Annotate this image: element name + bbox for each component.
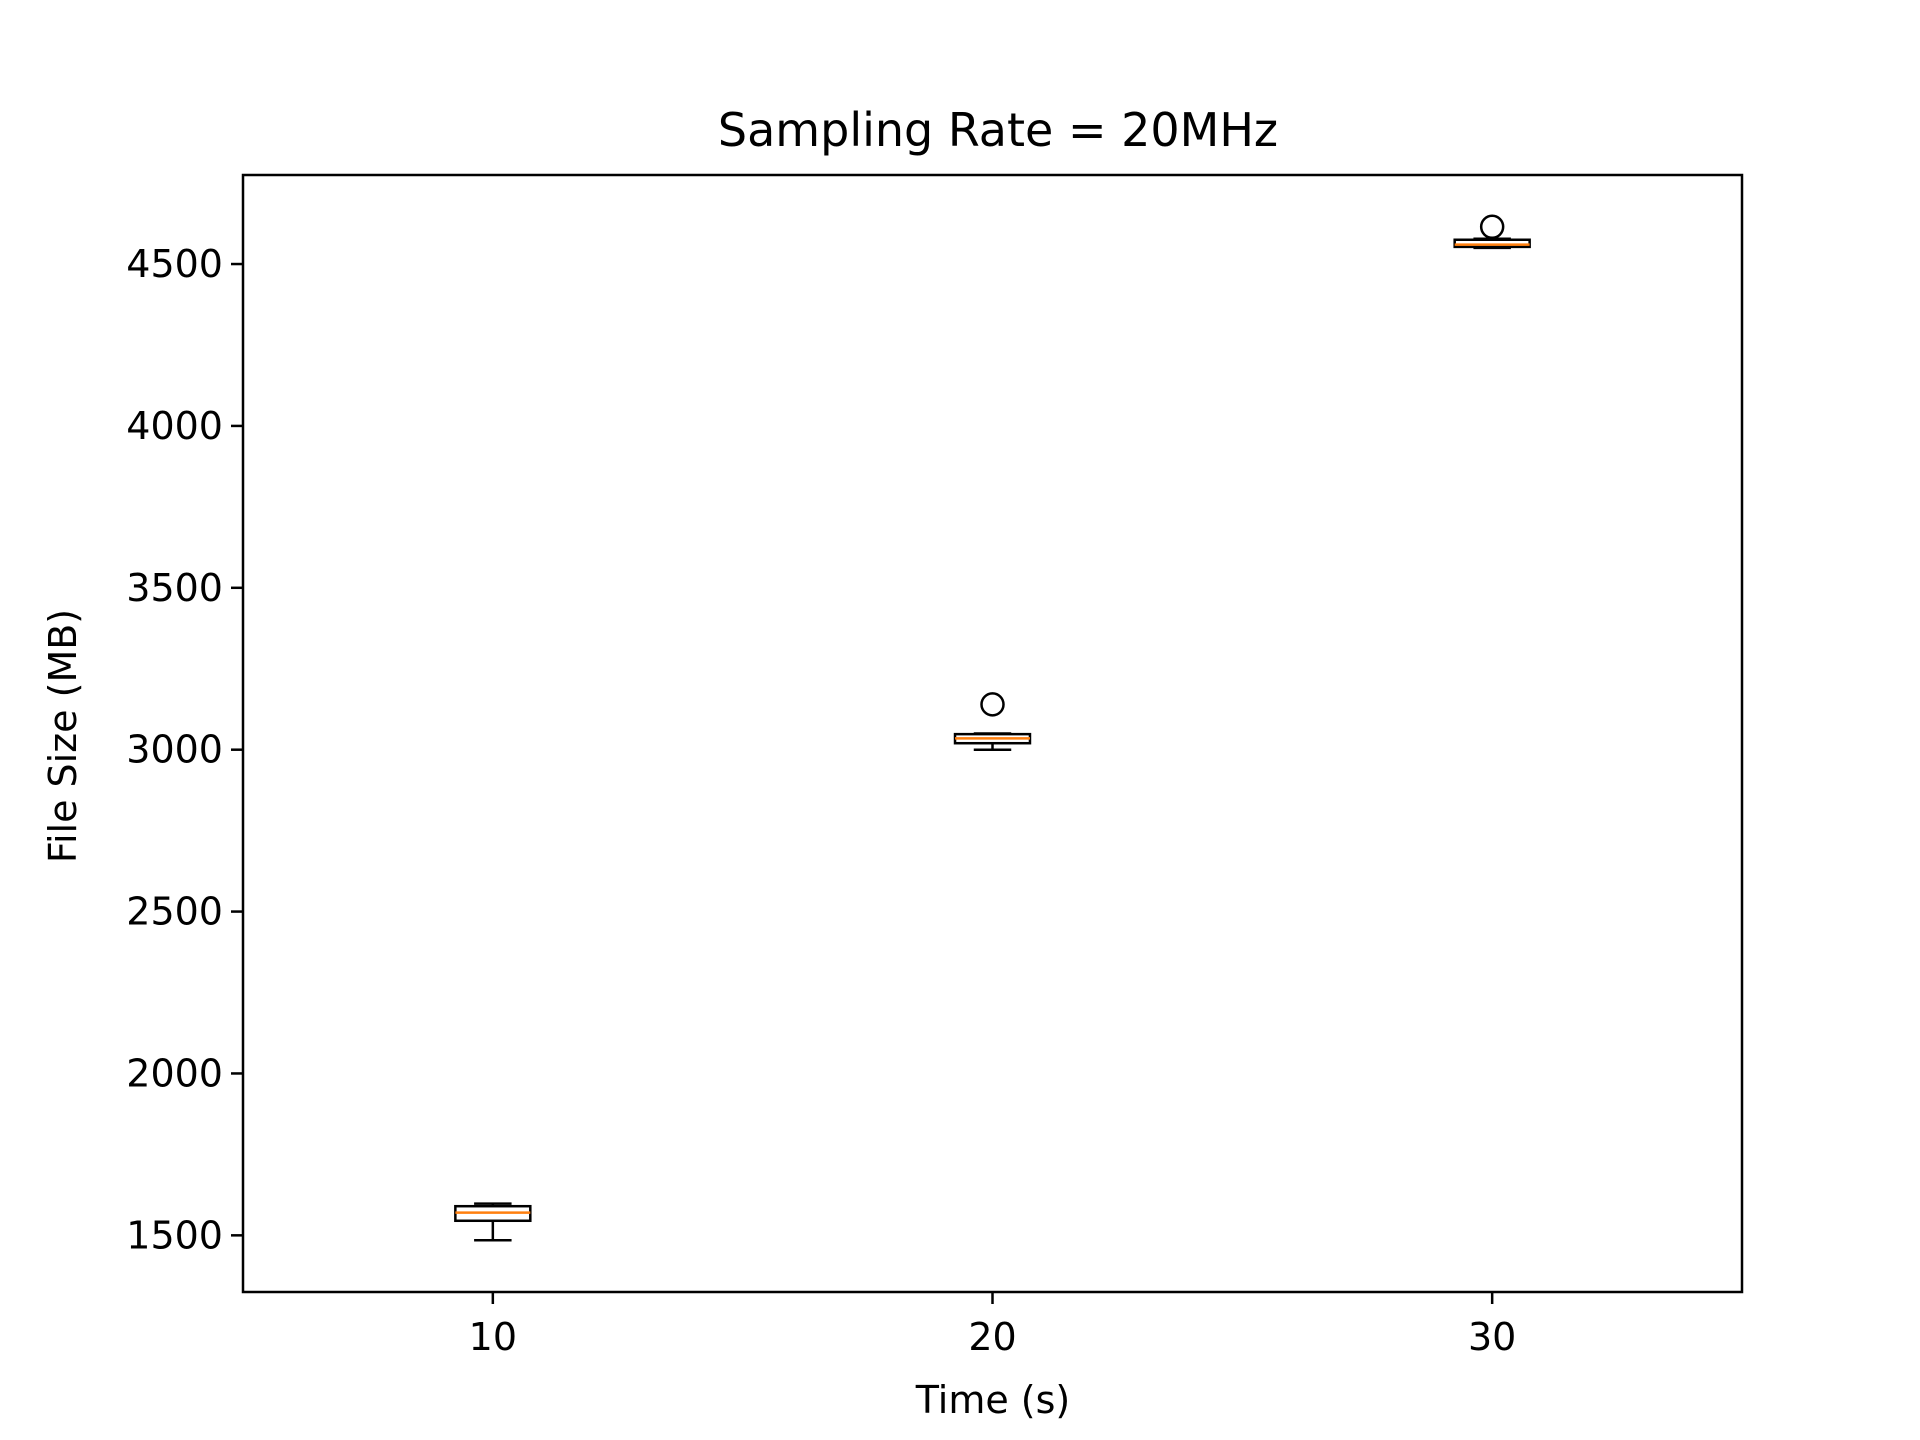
y-tick-label: 4500 <box>126 242 223 286</box>
y-axis-label: File Size (MB) <box>41 609 85 863</box>
x-axis-label: Time (s) <box>915 1378 1071 1422</box>
y-tick-label: 4000 <box>126 404 223 448</box>
plot-area: 1500 2000 2500 3000 3500 4000 4500 10 20 30 <box>126 173 1744 1359</box>
outlier-point <box>1479 214 1505 240</box>
chart-title: Sampling Rate = 20MHz <box>718 103 1278 157</box>
y-tick-label: 2000 <box>126 1051 223 1095</box>
x-tick-label: 20 <box>968 1315 1016 1359</box>
x-tick-label: 30 <box>1468 1315 1516 1359</box>
y-tick-label: 3500 <box>126 566 223 610</box>
y-tick-label: 2500 <box>126 890 223 934</box>
y-tick-label: 1500 <box>126 1213 223 1257</box>
y-tick-label: 3000 <box>126 728 223 772</box>
box <box>1453 238 1531 249</box>
x-tick-label: 10 <box>469 1315 517 1359</box>
outlier-point <box>980 692 1005 717</box>
